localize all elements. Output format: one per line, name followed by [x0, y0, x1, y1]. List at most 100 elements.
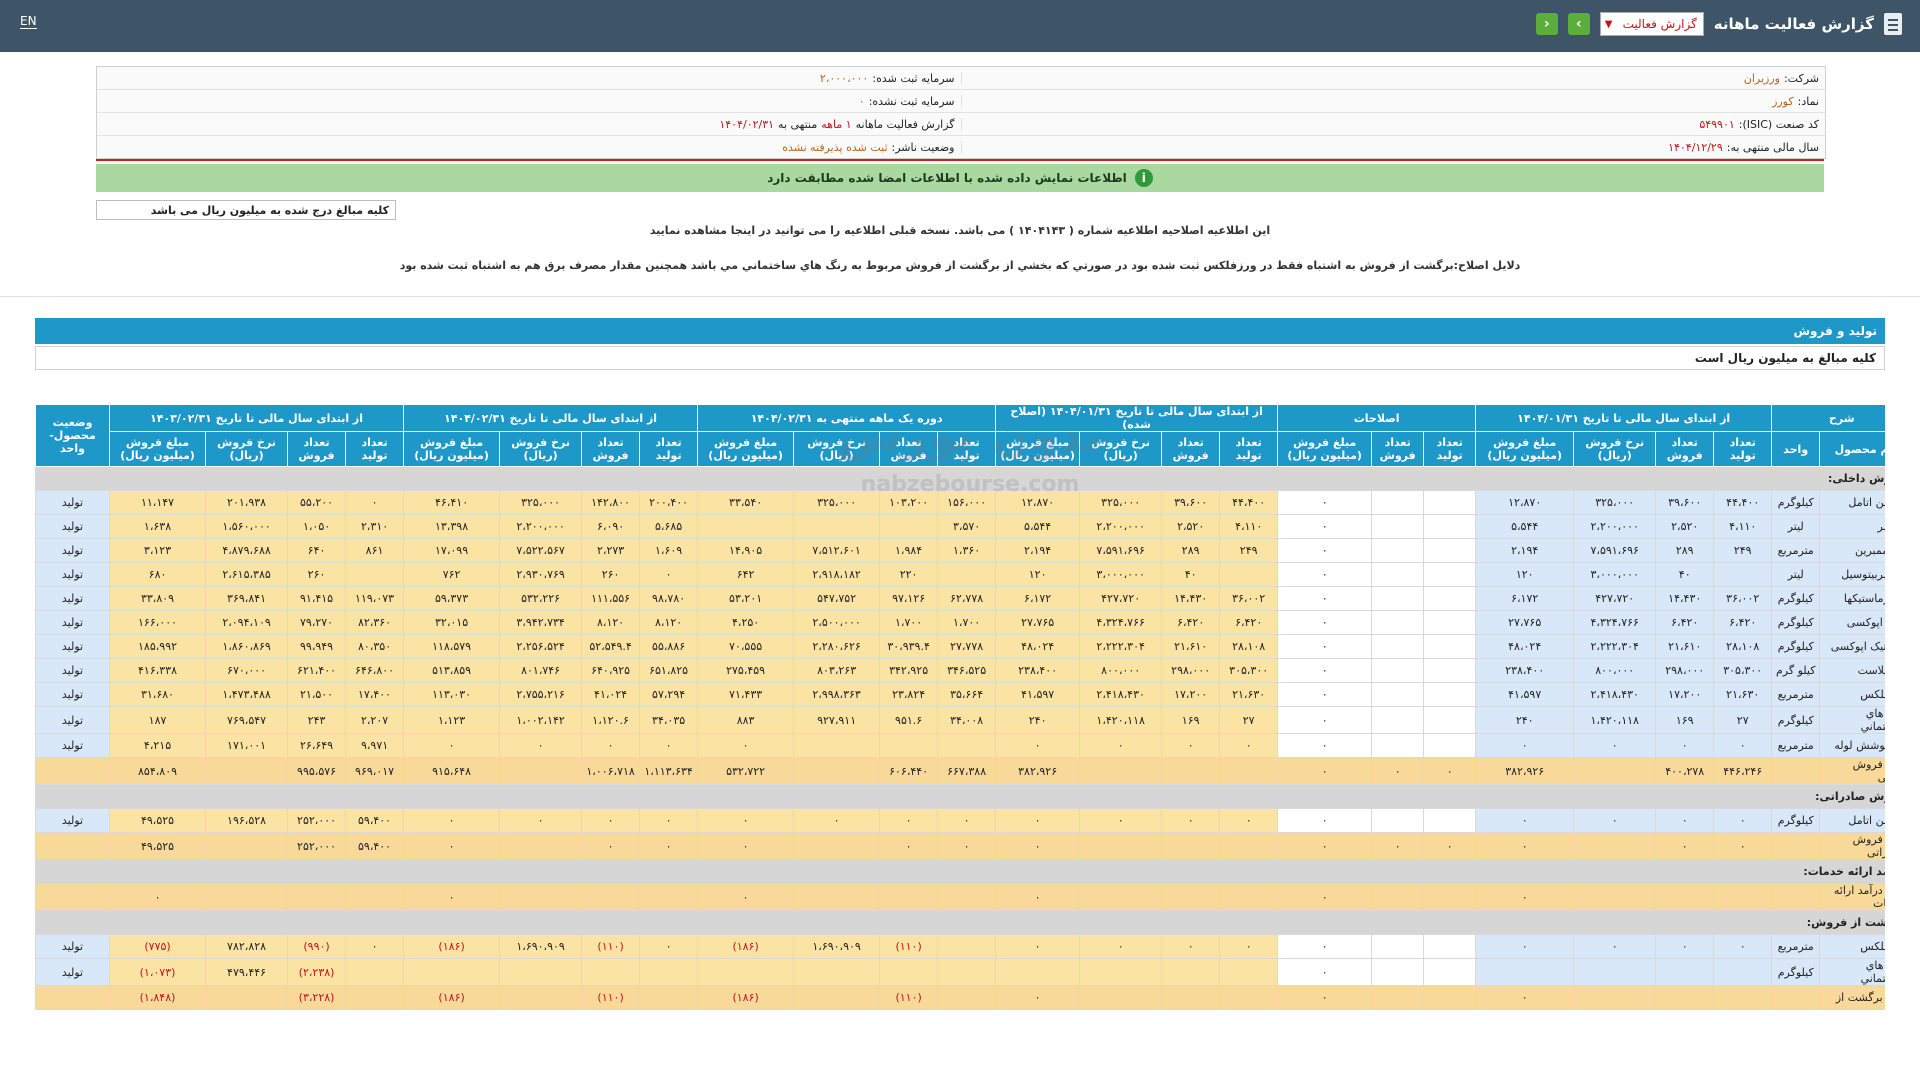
table-cell: ۰ — [1475, 733, 1575, 758]
table-cell — [1423, 514, 1477, 539]
chevron-left-icon: ‹ — [1543, 16, 1550, 32]
table-cell: ۹،۹۷۱ — [345, 733, 405, 758]
table-cell: ۸۶۱ — [345, 538, 405, 563]
table-row: سایرماستیکهاکیلوگرم۳۶،۰۰۲۱۴،۴۳۰۴۲۷،۷۲۰۶،… — [35, 586, 1885, 611]
table-cell: (۱۸۶) — [697, 934, 795, 959]
table-cell: ۶۰۶،۴۴۰ — [879, 757, 939, 785]
unit-cell: لیتر — [1771, 562, 1821, 587]
table-cell — [1475, 958, 1575, 986]
table-cell: ۴،۳۲۴،۷۶۶ — [1573, 610, 1657, 635]
table-cell — [1371, 934, 1425, 959]
table-group-header: اصلاحات — [1277, 404, 1477, 432]
table-cell: ۲۷،۷۶۵ — [995, 610, 1081, 635]
table-cell: ۶۴۰،۹۲۵ — [581, 658, 641, 683]
table-cell: ۹۲۷،۹۱۱ — [793, 706, 881, 734]
table-cell: ۱۴،۹۰۵ — [697, 538, 795, 563]
divider — [0, 296, 1920, 297]
table-column-header: نرخ فروش (ریال) — [205, 431, 289, 467]
table-cell: (۱۸۶) — [697, 985, 795, 1010]
report-end-label: منتهی به — [778, 117, 818, 131]
table-cell: ۲۲۰ — [879, 562, 939, 587]
table-cell: ۵۳۲،۲۲۶ — [499, 586, 583, 611]
table-cell — [205, 757, 289, 785]
table-cell: ۰ — [1277, 634, 1373, 659]
table-cell: ۴۴۶،۲۴۶ — [1713, 757, 1773, 785]
table-cell — [1423, 808, 1477, 833]
table-cell — [937, 733, 997, 758]
table-cell — [205, 985, 289, 1010]
table-cell: ۵۴۷،۷۵۲ — [793, 586, 881, 611]
table-cell: ۰ — [1277, 586, 1373, 611]
report-type-select-value: گزارش فعالیت — [1622, 17, 1697, 31]
status-label: وضعیت ناشر: — [891, 140, 955, 154]
table-cell: ۲۷۵،۴۵۹ — [697, 658, 795, 683]
table-cell: ۱۶۶،۰۰۰ — [108, 610, 207, 635]
prev-arrow-button[interactable]: ‹ — [1535, 13, 1558, 35]
table-cell — [879, 958, 939, 986]
correction-reason: دلایل اصلاح:برگشت از فروش به اشتباه فقط … — [399, 259, 1521, 272]
table-cell — [1371, 733, 1425, 758]
table-cell: تولید — [35, 934, 110, 959]
table-column-header: نرخ فروش (ریال) — [499, 431, 583, 467]
symbol-value[interactable]: کورز — [1772, 94, 1794, 108]
table-cell: ۶۵۱،۸۲۵ — [639, 658, 699, 683]
table-cell: ۲۶۰ — [581, 562, 641, 587]
symbol-cell: نماد: کورز — [962, 95, 1826, 108]
company-value[interactable]: ورزیران — [1743, 71, 1780, 85]
table-cell: ۰ — [995, 733, 1081, 758]
table-cell: ۰ — [1277, 808, 1373, 833]
correction-notice[interactable]: این اطلاعیه اصلاحیه اطلاعیه شماره ( ۱۴۰۴… — [649, 224, 1271, 237]
table-cell: ۳۲۵،۰۰۰ — [499, 490, 583, 515]
table-cell — [1371, 808, 1425, 833]
table-cell: ۲۶۰ — [287, 562, 347, 587]
table-cell: ۰ — [879, 808, 939, 833]
table-cell: ۲،۲۰۰،۰۰۰ — [1079, 514, 1163, 539]
table-cell: ۳۶۹،۸۴۱ — [205, 586, 289, 611]
table-cell — [639, 985, 699, 1010]
verification-banner: i اطلاعات نمایش داده شده با اطلاعات امضا… — [96, 164, 1824, 192]
report-type-select[interactable]: گزارش فعالیت ▼ — [1599, 12, 1704, 36]
symbol-label: نماد: — [1797, 94, 1819, 108]
table-cell: ۱،۱۲۰.۶ — [581, 706, 641, 734]
table-cell: ۳۱،۶۸۰ — [108, 682, 207, 707]
table-cell: ۰ — [1423, 757, 1477, 785]
table-cell: ۷۰،۵۵۵ — [697, 634, 795, 659]
table-cell: ۸۰،۳۵۰ — [345, 634, 405, 659]
table-cell: ۸۰۰،۰۰۰ — [1079, 658, 1163, 683]
unreg-capital-label: سرمایه ثبت نشده: — [868, 94, 955, 108]
table-cell: ۰ — [1277, 682, 1373, 707]
table-cell — [345, 985, 405, 1010]
table-cell — [1713, 985, 1773, 1010]
table-column-header: تعداد فروش — [581, 431, 641, 467]
table-cell: ۴۸،۰۲۴ — [1475, 634, 1575, 659]
table-cell: ۰ — [1277, 958, 1373, 986]
table-cell — [1573, 757, 1657, 785]
table-cell: ۱،۴۲۰،۱۱۸ — [1079, 706, 1163, 734]
product-name-cell: نوارپوشش لوله — [1819, 733, 1885, 758]
table-row: نوارممبرینمترمربع۲۴۹۲۸۹۷،۵۹۱،۶۹۶۲،۱۹۴۰۲۴… — [35, 538, 1885, 563]
table-group-header: دوره یک ماهه منتهی به ۱۴۰۴/۰۲/۳۱ — [697, 404, 997, 432]
table-group-header: از ابتدای سال مالی تا تاریخ ۱۴۰۴/۰۲/۳۱ — [403, 404, 699, 432]
table-cell — [205, 883, 289, 911]
table-cell: ۰ — [639, 562, 699, 587]
table-cell — [937, 934, 997, 959]
table-cell: ۰ — [1655, 934, 1715, 959]
product-name-cell: في پلاست — [1819, 658, 1885, 683]
table-cell — [879, 514, 939, 539]
table-cell: ۲۹۸،۰۰۰ — [1161, 658, 1221, 683]
table-cell — [697, 514, 795, 539]
table-cell: ۱۸۵،۹۹۲ — [108, 634, 207, 659]
table-cell: ۴،۳۲۴،۷۶۶ — [1079, 610, 1163, 635]
table-cell: ۰ — [581, 832, 641, 860]
table-cell: (۱۱۰) — [879, 985, 939, 1010]
next-arrow-button[interactable]: › — [1567, 13, 1590, 35]
unit-cell — [1771, 757, 1821, 785]
table-cell — [1371, 658, 1425, 683]
table-cell: ۰ — [1277, 658, 1373, 683]
table-cell: ۱،۰۰۲،۱۴۲ — [499, 706, 583, 734]
table-group-header: شرح — [1771, 404, 1885, 432]
table-cell — [879, 883, 939, 911]
table-cell: ۰ — [1423, 832, 1477, 860]
table-cell: ۳،۹۴۲،۷۳۴ — [499, 610, 583, 635]
language-switch[interactable]: EN — [20, 14, 37, 29]
